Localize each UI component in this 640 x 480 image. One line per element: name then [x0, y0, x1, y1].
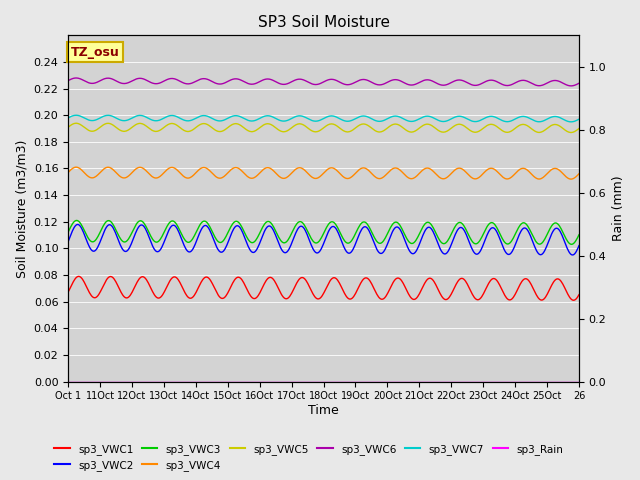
- Text: TZ_osu: TZ_osu: [70, 46, 120, 59]
- Y-axis label: Soil Moisture (m3/m3): Soil Moisture (m3/m3): [15, 139, 28, 277]
- Legend: sp3_VWC1, sp3_VWC2, sp3_VWC3, sp3_VWC4, sp3_VWC5, sp3_VWC6, sp3_VWC7, sp3_Rain: sp3_VWC1, sp3_VWC2, sp3_VWC3, sp3_VWC4, …: [50, 439, 568, 475]
- Title: SP3 Soil Moisture: SP3 Soil Moisture: [257, 15, 390, 30]
- Y-axis label: Rain (mm): Rain (mm): [612, 176, 625, 241]
- X-axis label: Time: Time: [308, 404, 339, 417]
